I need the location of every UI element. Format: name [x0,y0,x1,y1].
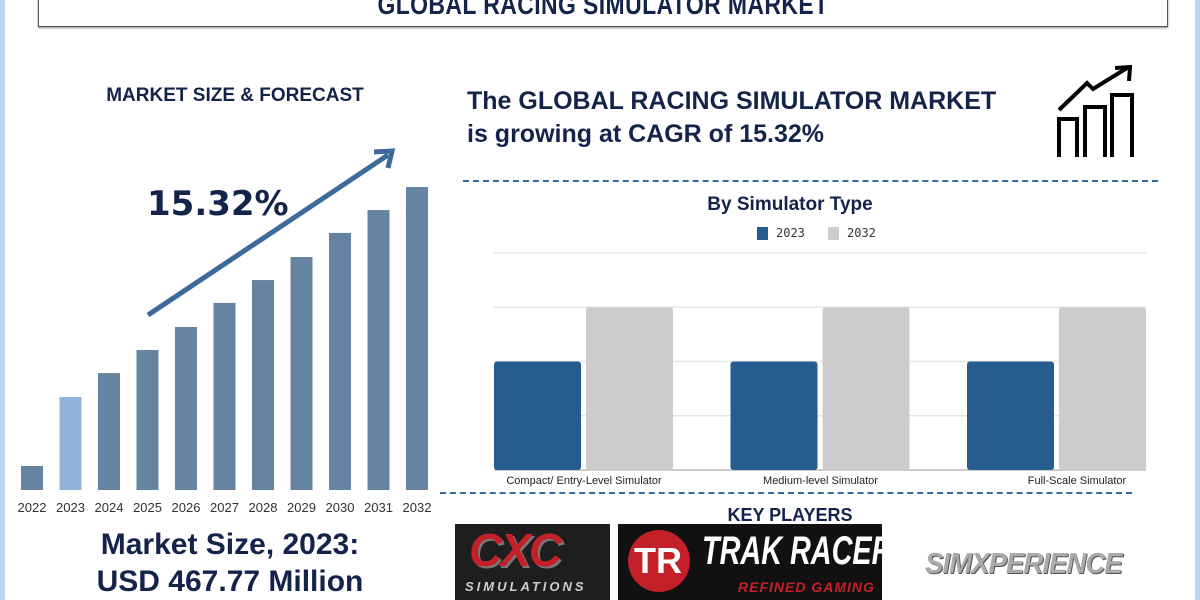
bar-2025 [136,350,159,490]
bar-2027 [213,302,236,490]
cagr-label: 15.32% [147,184,289,224]
chart-title: By Simulator Type [707,194,873,215]
logo-simxperience: SIMXPERIENCE [925,548,1123,580]
legend-label: 2032 [847,226,876,240]
legend-swatch [828,227,839,240]
bar-2024 [98,373,120,490]
title-banner: GLOBAL RACING SIMULATOR MARKET [38,0,1168,27]
growth-chart-icon [1057,65,1134,157]
year-label: 2024 [94,500,124,515]
growth-arrow-head [373,148,396,169]
bar-2031 [367,210,390,490]
market-size-line2: USD 467.77 Million [96,565,364,598]
year-label: 2029 [287,500,316,515]
year-label: 2027 [210,500,239,515]
category-label: Compact/ Entry-Level Simulator [506,475,662,487]
year-label: 2032 [402,500,432,515]
bar-2032-2 [1059,307,1146,470]
year-label: 2028 [248,500,278,515]
logo-cxc-simulations: CXC SIMULATIONS [455,524,610,600]
year-label: 2022 [17,500,47,515]
simulator-type-chart [494,252,1146,471]
key-players-heading: KEY PLAYERS [727,505,853,525]
right-border [1195,0,1200,600]
bar-2032 [406,187,428,490]
bar-2023-2 [967,361,1054,470]
forecast-bar-chart [21,148,428,490]
year-label: 2026 [171,500,201,515]
headline: The GLOBAL RACING SIMULATOR MARKET is gr… [467,85,996,151]
year-label: 2023 [56,500,85,515]
logo-trak-racer: TR TRAK RACER REFINED GAMING [618,524,882,600]
legend-item-2032: 2032 [828,226,876,240]
bar-2028 [252,280,274,490]
bar-2029 [290,256,313,490]
legend-label: 2023 [776,226,805,240]
legend-swatch [757,227,768,240]
bar-2030 [329,232,351,490]
market-size-heading: MARKET SIZE & FORECAST [106,85,364,106]
divider [463,180,1158,182]
bar-2023-0 [494,361,581,470]
growth-arrow [146,152,390,318]
bar-2023 [59,396,82,490]
bar-2023-1 [730,361,818,470]
market-size-line1: Market Size, 2023: [100,528,360,561]
year-label: 2030 [325,500,355,515]
year-label: 2025 [133,500,162,515]
bar-2032-1 [822,307,910,470]
headline-line1: The GLOBAL RACING SIMULATOR MARKET [467,87,997,115]
year-label: 2031 [364,500,393,515]
bar-2026 [175,326,197,490]
bar-2032-0 [586,307,673,470]
divider [440,492,1132,494]
category-label: Full-Scale Simulator [1027,475,1127,487]
bar-2022 [21,465,43,490]
category-label: Medium-level Simulator [763,475,878,487]
legend-item-2023: 2023 [757,226,805,240]
headline-line2: is growing at CAGR of 15.32% [467,120,825,148]
left-border [0,0,5,600]
